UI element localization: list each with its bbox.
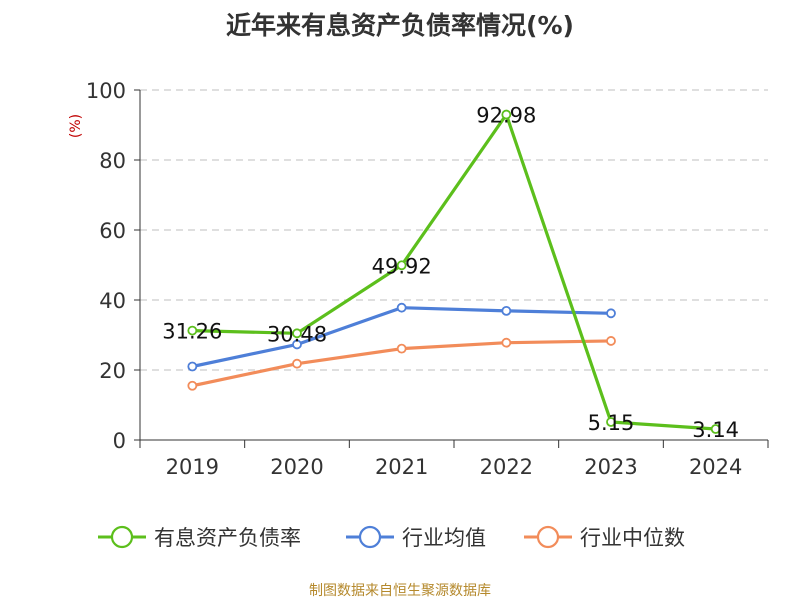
chart-title: 近年来有息资产负债率情况(%) [226, 11, 574, 40]
series-line-1 [192, 112, 716, 431]
data-point-3 [606, 336, 616, 346]
data-point-1 [501, 109, 512, 120]
y-tick-label: 100 [86, 79, 126, 103]
y-axis-label: (%) [68, 114, 84, 138]
x-tick-label: 2020 [270, 455, 323, 479]
data-label: 30.48 [267, 322, 327, 346]
legend-marker-2 [358, 525, 382, 549]
data-point-1 [187, 325, 198, 336]
data-point-2 [292, 339, 302, 350]
x-tick-label: 2021 [375, 455, 428, 479]
legend-label-1: 有息资产负债率 [154, 526, 301, 550]
data-label: 5.15 [588, 411, 635, 435]
legend-marker-1 [110, 525, 134, 549]
data-point-3 [187, 380, 198, 391]
x-tick-label: 2024 [689, 455, 742, 479]
legend-label-3: 行业中位数 [580, 526, 685, 550]
y-tick-label: 60 [99, 219, 126, 243]
data-point-1 [396, 260, 407, 271]
source-note: 制图数据来自恒生聚源数据库 [309, 583, 491, 599]
data-point-3 [501, 337, 512, 348]
legend-marker-3 [536, 525, 560, 549]
y-tick-label: 20 [99, 359, 126, 383]
x-tick-label: 2019 [166, 455, 219, 479]
data-label: 92.98 [476, 104, 536, 128]
y-tick-label: 0 [113, 429, 126, 453]
data-label: 3.14 [692, 418, 739, 442]
x-tick-label: 2023 [584, 455, 637, 479]
data-point-1 [292, 328, 302, 339]
series-line-2 [192, 306, 612, 369]
data-label: 49.92 [372, 254, 432, 278]
x-tick-label: 2022 [480, 455, 533, 479]
data-point-2 [606, 308, 616, 319]
data-label: 31.26 [162, 320, 222, 344]
legend-label-2: 行业均值 [402, 526, 486, 550]
y-tick-label: 80 [99, 149, 126, 173]
data-point-3 [396, 343, 407, 354]
data-point-3 [292, 358, 302, 369]
data-point-2 [396, 302, 407, 313]
data-point-1 [606, 417, 616, 427]
y-tick-label: 40 [99, 289, 126, 313]
data-point-1 [710, 424, 721, 434]
data-point-2 [187, 361, 198, 372]
data-point-2 [501, 305, 512, 316]
